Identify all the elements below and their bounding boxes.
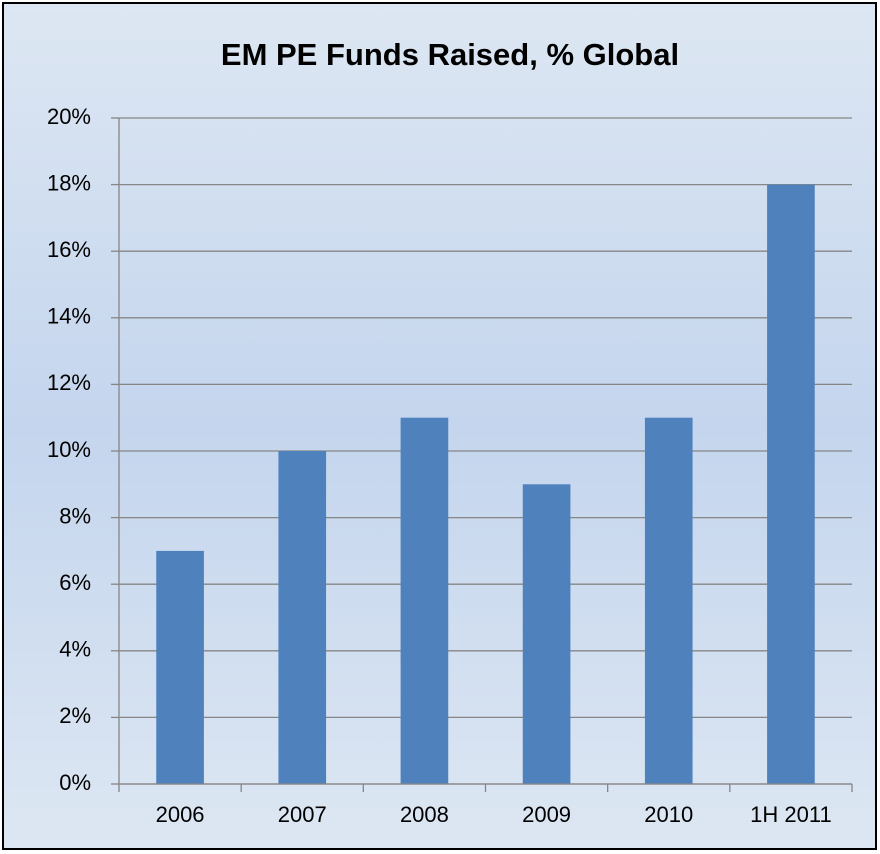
y-tick-label: 10%: [47, 437, 91, 462]
y-tick-label: 2%: [59, 703, 91, 728]
x-tick-label: 1H 2011: [750, 802, 832, 827]
x-tick-label: 2008: [400, 802, 449, 827]
bar: [400, 417, 449, 784]
y-tick-label: 4%: [59, 637, 91, 662]
x-tick-label: 2007: [278, 802, 327, 827]
y-tick-label: 18%: [47, 170, 91, 195]
y-tick-label: 6%: [59, 570, 91, 595]
y-tick-label: 20%: [47, 104, 91, 129]
x-tick-label: 2006: [156, 802, 205, 827]
x-tick-label: 2010: [644, 802, 693, 827]
bar: [156, 550, 204, 784]
bar: [644, 417, 693, 784]
y-tick-label: 14%: [47, 304, 91, 329]
y-tick-label: 12%: [47, 370, 91, 395]
y-tick-label: 16%: [47, 237, 91, 262]
bar: [278, 451, 327, 784]
chart-title: EM PE Funds Raised, % Global: [221, 37, 679, 72]
bar: [767, 184, 815, 785]
bar: [522, 484, 571, 784]
x-tick-label: 2009: [522, 802, 571, 827]
y-tick-label: 0%: [59, 770, 91, 795]
y-tick-label: 8%: [59, 503, 91, 528]
